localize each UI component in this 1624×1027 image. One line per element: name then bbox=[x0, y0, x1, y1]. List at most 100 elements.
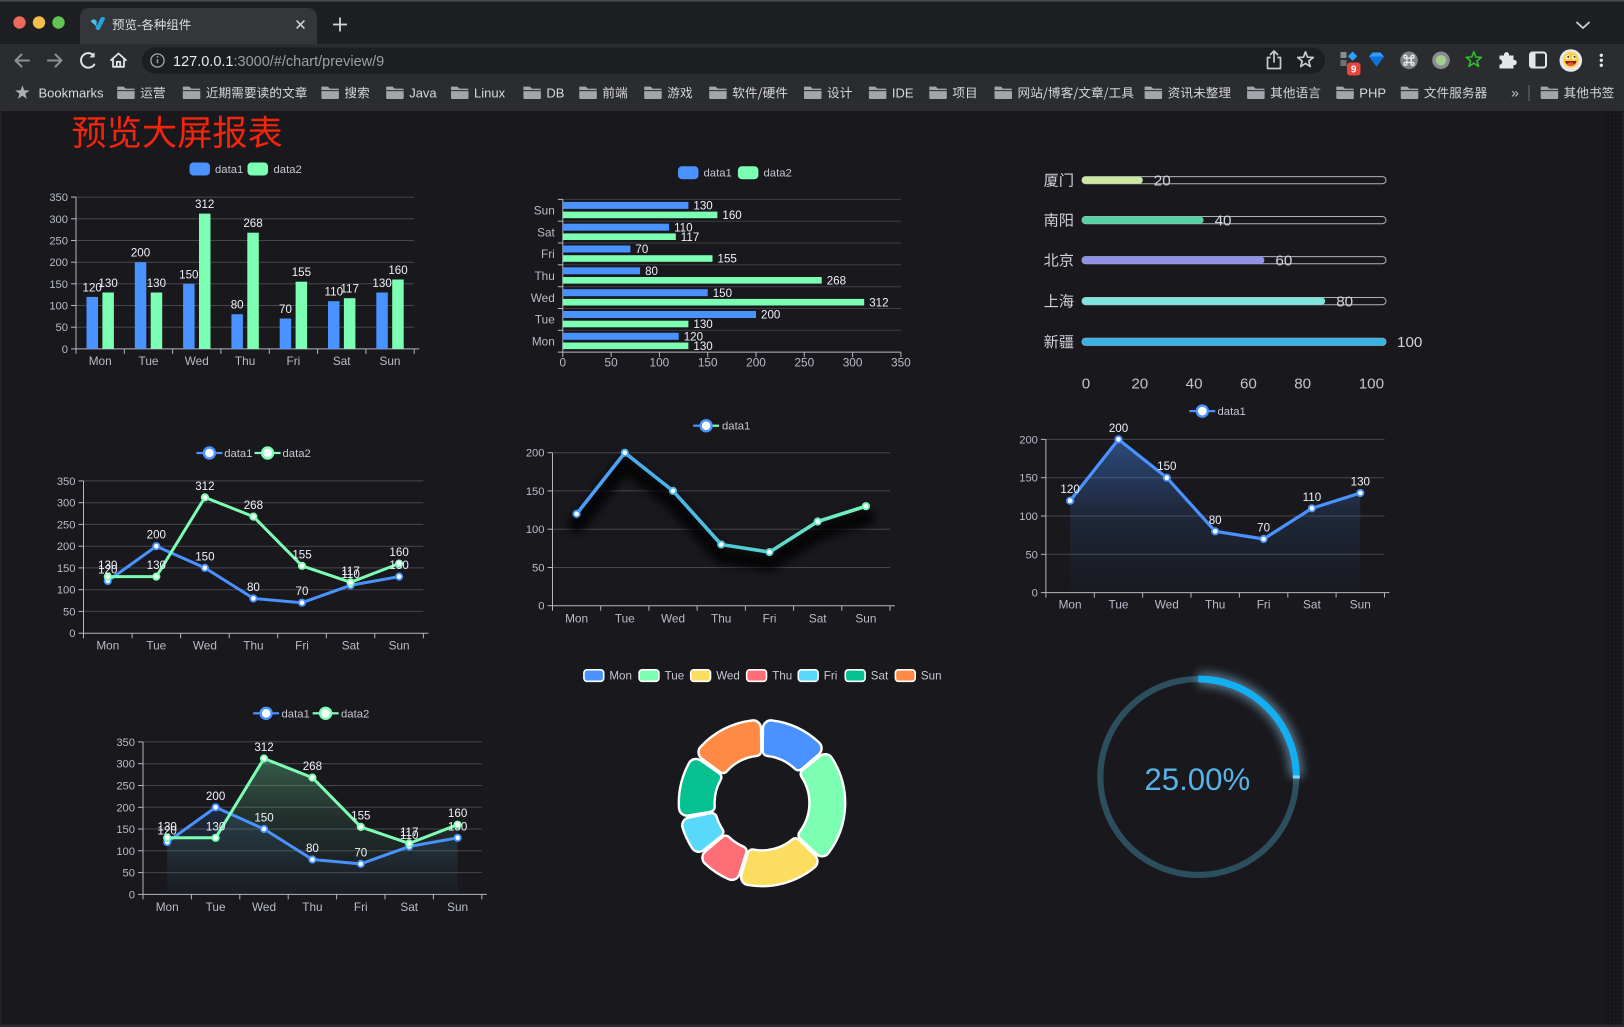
svg-text:Linux: Linux bbox=[474, 86, 506, 101]
svg-text:150: 150 bbox=[698, 356, 718, 370]
svg-text:Fri: Fri bbox=[354, 900, 368, 914]
svg-text:200: 200 bbox=[131, 247, 150, 260]
svg-text:110: 110 bbox=[341, 568, 359, 581]
svg-text:120: 120 bbox=[98, 564, 117, 577]
svg-text:117: 117 bbox=[341, 565, 359, 578]
svg-text:150: 150 bbox=[526, 486, 545, 498]
svg-text:25.00%: 25.00% bbox=[1144, 762, 1250, 797]
svg-text:268: 268 bbox=[243, 217, 262, 230]
svg-text:70: 70 bbox=[296, 585, 309, 598]
svg-text:100: 100 bbox=[49, 301, 68, 313]
svg-text:60: 60 bbox=[1275, 253, 1292, 270]
svg-text:155: 155 bbox=[351, 809, 370, 822]
svg-text:200: 200 bbox=[526, 448, 545, 460]
svg-text:200: 200 bbox=[1109, 422, 1128, 435]
svg-text:110: 110 bbox=[674, 221, 692, 234]
svg-text:110: 110 bbox=[325, 286, 343, 299]
svg-text:110: 110 bbox=[1303, 491, 1321, 504]
svg-text:data1: data1 bbox=[722, 421, 750, 433]
svg-text:0: 0 bbox=[62, 344, 68, 356]
svg-text:155: 155 bbox=[292, 548, 311, 561]
svg-text:Wed: Wed bbox=[193, 639, 217, 653]
svg-text:Thu: Thu bbox=[235, 354, 255, 368]
svg-text:300: 300 bbox=[116, 759, 135, 771]
svg-text:Thu: Thu bbox=[711, 612, 731, 626]
svg-text:Tue: Tue bbox=[1109, 598, 1129, 612]
svg-text:200: 200 bbox=[116, 802, 135, 814]
svg-text:117: 117 bbox=[681, 231, 699, 244]
svg-text:130: 130 bbox=[147, 277, 166, 290]
svg-text:130: 130 bbox=[147, 559, 166, 572]
svg-text:Sun: Sun bbox=[534, 204, 555, 218]
svg-text:PHP: PHP bbox=[1359, 86, 1386, 101]
svg-text:130: 130 bbox=[693, 318, 712, 331]
svg-text:312: 312 bbox=[869, 296, 888, 309]
svg-text:Sat: Sat bbox=[400, 900, 418, 914]
svg-text:data1: data1 bbox=[215, 164, 243, 176]
svg-text:Wed: Wed bbox=[531, 291, 555, 305]
svg-text:160: 160 bbox=[722, 209, 741, 222]
svg-text:300: 300 bbox=[843, 356, 863, 370]
svg-text:150: 150 bbox=[57, 563, 76, 575]
svg-text:Thu: Thu bbox=[1205, 598, 1225, 612]
svg-text:268: 268 bbox=[303, 760, 322, 773]
svg-text:100: 100 bbox=[1397, 334, 1422, 351]
svg-text:20: 20 bbox=[1154, 173, 1171, 190]
svg-text:80: 80 bbox=[247, 581, 260, 594]
svg-text:100: 100 bbox=[116, 846, 135, 858]
svg-text:130: 130 bbox=[158, 820, 177, 833]
svg-text:Thu: Thu bbox=[243, 639, 263, 653]
svg-text:Mon: Mon bbox=[156, 900, 179, 914]
svg-text:Fri: Fri bbox=[824, 670, 838, 683]
svg-text:150: 150 bbox=[254, 812, 273, 825]
svg-text:160: 160 bbox=[389, 546, 408, 559]
svg-text:130: 130 bbox=[98, 277, 117, 290]
svg-text:130: 130 bbox=[389, 559, 408, 572]
svg-text:300: 300 bbox=[49, 214, 68, 226]
svg-text:Sat: Sat bbox=[537, 225, 555, 239]
svg-text:0: 0 bbox=[560, 356, 567, 370]
svg-text:Mon: Mon bbox=[89, 354, 112, 368]
svg-text:Sat: Sat bbox=[809, 612, 827, 626]
svg-text:0: 0 bbox=[129, 889, 135, 901]
svg-text:150: 150 bbox=[116, 824, 135, 836]
svg-text:IDE: IDE bbox=[892, 86, 914, 101]
svg-text:60: 60 bbox=[1240, 375, 1257, 392]
svg-text:70: 70 bbox=[1257, 522, 1270, 535]
svg-text:50: 50 bbox=[1025, 549, 1037, 561]
svg-text:Thu: Thu bbox=[772, 670, 792, 683]
svg-text:Mon: Mon bbox=[96, 639, 119, 653]
svg-text:200: 200 bbox=[57, 541, 76, 553]
svg-text:»: » bbox=[1511, 85, 1519, 101]
svg-text:Tue: Tue bbox=[535, 313, 555, 327]
svg-text:155: 155 bbox=[718, 253, 737, 266]
svg-text:Sun: Sun bbox=[447, 900, 468, 914]
svg-text:80: 80 bbox=[231, 299, 244, 312]
svg-text:80: 80 bbox=[306, 842, 319, 855]
svg-text:Mon: Mon bbox=[1059, 598, 1082, 612]
svg-text:120: 120 bbox=[83, 281, 102, 294]
svg-text:0: 0 bbox=[1032, 588, 1038, 600]
svg-text:Sun: Sun bbox=[921, 670, 942, 683]
svg-text:70: 70 bbox=[635, 243, 648, 256]
svg-text:Thu: Thu bbox=[302, 900, 322, 914]
svg-text:50: 50 bbox=[63, 607, 75, 619]
svg-text:data2: data2 bbox=[341, 708, 369, 720]
svg-text:Sat: Sat bbox=[342, 639, 360, 653]
svg-text:data1: data1 bbox=[224, 448, 252, 460]
svg-text:312: 312 bbox=[195, 480, 214, 493]
svg-text:50: 50 bbox=[532, 563, 544, 575]
svg-text:Wed: Wed bbox=[1155, 598, 1179, 612]
svg-text:117: 117 bbox=[340, 283, 358, 296]
svg-text:130: 130 bbox=[1351, 476, 1370, 489]
svg-text:20: 20 bbox=[1131, 375, 1148, 392]
svg-text:200: 200 bbox=[206, 790, 225, 803]
svg-text:200: 200 bbox=[147, 529, 166, 542]
svg-text:Tue: Tue bbox=[146, 639, 166, 653]
svg-text:100: 100 bbox=[526, 524, 545, 536]
svg-text:155: 155 bbox=[292, 266, 311, 279]
svg-text:Sun: Sun bbox=[389, 639, 410, 653]
svg-text:150: 150 bbox=[713, 287, 732, 300]
svg-text:Wed: Wed bbox=[661, 612, 685, 626]
svg-text:150: 150 bbox=[179, 268, 198, 281]
